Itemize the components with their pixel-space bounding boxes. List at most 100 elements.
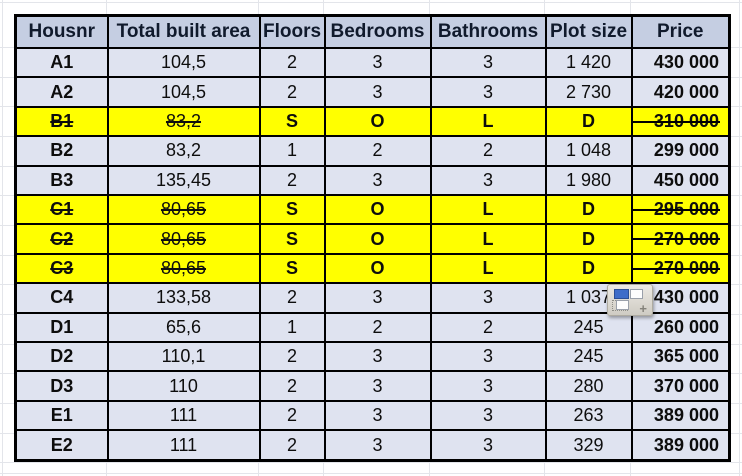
cell-plot[interactable]: 2 730 bbox=[544, 76, 633, 108]
cell-price[interactable]: 370 000 bbox=[630, 370, 731, 402]
column-header-floors[interactable]: Floors bbox=[258, 14, 326, 49]
cell-floors[interactable]: 2 bbox=[258, 399, 326, 432]
cell-bedrooms[interactable]: O bbox=[323, 252, 432, 285]
cell-area[interactable]: 83,2 bbox=[106, 105, 261, 138]
cell-housnr[interactable]: D2 bbox=[14, 341, 109, 373]
cell-housnr[interactable]: A1 bbox=[14, 46, 109, 79]
cell-floors[interactable]: 2 bbox=[258, 46, 326, 79]
cell-floors[interactable]: 2 bbox=[258, 282, 326, 314]
cell-bedrooms[interactable]: O bbox=[323, 194, 432, 226]
cell-area[interactable]: 83,2 bbox=[106, 135, 261, 167]
cell-bedrooms[interactable]: 3 bbox=[323, 164, 432, 197]
cell-price[interactable]: 310 000 bbox=[630, 105, 731, 138]
cell-area[interactable]: 135,45 bbox=[106, 164, 261, 197]
cell-area[interactable]: 80,65 bbox=[106, 194, 261, 226]
cell-bathrooms[interactable]: 2 bbox=[429, 311, 547, 344]
cell-area[interactable]: 65,6 bbox=[106, 311, 261, 344]
cell-floors[interactable]: S bbox=[258, 252, 326, 285]
cell-price[interactable]: 450 000 bbox=[630, 164, 731, 197]
cell-plot[interactable]: D bbox=[544, 252, 633, 285]
cell-bathrooms[interactable]: 2 bbox=[429, 135, 547, 167]
cell-housnr[interactable]: D3 bbox=[14, 370, 109, 402]
cell-plot[interactable]: 1 420 bbox=[544, 46, 633, 79]
cell-floors[interactable]: S bbox=[258, 105, 326, 138]
cell-area[interactable]: 133,58 bbox=[106, 282, 261, 314]
cell-bathrooms[interactable]: 3 bbox=[429, 429, 547, 462]
cell-floors[interactable]: 2 bbox=[258, 341, 326, 373]
cell-housnr[interactable]: C2 bbox=[14, 223, 109, 255]
cell-bedrooms[interactable]: 3 bbox=[323, 341, 432, 373]
cell-bathrooms[interactable]: 3 bbox=[429, 341, 547, 373]
column-header-bathrooms[interactable]: Bathrooms bbox=[429, 14, 547, 49]
cell-area[interactable]: 104,5 bbox=[106, 76, 261, 108]
cell-price[interactable]: 270 000 bbox=[630, 252, 731, 285]
cell-bedrooms[interactable]: 2 bbox=[323, 135, 432, 167]
cell-area[interactable]: 104,5 bbox=[106, 46, 261, 79]
cell-plot[interactable]: 1 048 bbox=[544, 135, 633, 167]
cell-bedrooms[interactable]: 3 bbox=[323, 76, 432, 108]
column-header-area[interactable]: Total built area bbox=[106, 14, 261, 49]
cell-housnr[interactable]: B3 bbox=[14, 164, 109, 197]
cell-price[interactable]: 299 000 bbox=[630, 135, 731, 167]
cell-housnr[interactable]: C1 bbox=[14, 194, 109, 226]
cell-bedrooms[interactable]: 3 bbox=[323, 46, 432, 79]
cell-plot[interactable]: D bbox=[544, 194, 633, 226]
cell-floors[interactable]: 1 bbox=[258, 311, 326, 344]
cell-floors[interactable]: 2 bbox=[258, 429, 326, 462]
cell-housnr[interactable]: C4 bbox=[14, 282, 109, 314]
cell-bathrooms[interactable]: 3 bbox=[429, 282, 547, 314]
cell-area[interactable]: 110,1 bbox=[106, 341, 261, 373]
cell-price[interactable]: 389 000 bbox=[630, 399, 731, 432]
column-header-price[interactable]: Price bbox=[630, 14, 731, 49]
cell-housnr[interactable]: C3 bbox=[14, 252, 109, 285]
cell-price[interactable]: 430 000 bbox=[630, 46, 731, 79]
cell-plot[interactable]: D bbox=[544, 223, 633, 255]
cell-floors[interactable]: 2 bbox=[258, 370, 326, 402]
cell-bathrooms[interactable]: 3 bbox=[429, 46, 547, 79]
cell-area[interactable]: 111 bbox=[106, 399, 261, 432]
cell-housnr[interactable]: E1 bbox=[14, 399, 109, 432]
cell-price[interactable]: 260 000 bbox=[630, 311, 731, 344]
cell-bathrooms[interactable]: L bbox=[429, 194, 547, 226]
cell-floors[interactable]: 2 bbox=[258, 76, 326, 108]
cell-plot[interactable]: 245 bbox=[544, 311, 633, 344]
cell-housnr[interactable]: D1 bbox=[14, 311, 109, 344]
paste-options-button[interactable]: + bbox=[607, 284, 653, 316]
cell-plot[interactable]: D bbox=[544, 105, 633, 138]
cell-housnr[interactable]: B2 bbox=[14, 135, 109, 167]
cell-bathrooms[interactable]: 3 bbox=[429, 164, 547, 197]
cell-bedrooms[interactable]: 3 bbox=[323, 282, 432, 314]
cell-bedrooms[interactable]: O bbox=[323, 223, 432, 255]
cell-floors[interactable]: S bbox=[258, 223, 326, 255]
cell-bathrooms[interactable]: 3 bbox=[429, 370, 547, 402]
cell-bathrooms[interactable]: 3 bbox=[429, 76, 547, 108]
column-header-plot[interactable]: Plot size bbox=[544, 14, 633, 49]
column-header-housnr[interactable]: Housnr bbox=[14, 14, 109, 49]
cell-price[interactable]: 295 000 bbox=[630, 194, 731, 226]
cell-plot[interactable]: 263 bbox=[544, 399, 633, 432]
cell-price[interactable]: 365 000 bbox=[630, 341, 731, 373]
cell-price[interactable]: 389 000 bbox=[630, 429, 731, 462]
cell-housnr[interactable]: B1 bbox=[14, 105, 109, 138]
cell-floors[interactable]: 2 bbox=[258, 164, 326, 197]
cell-bathrooms[interactable]: L bbox=[429, 105, 547, 138]
cell-plot[interactable]: 1 980 bbox=[544, 164, 633, 197]
cell-bedrooms[interactable]: O bbox=[323, 105, 432, 138]
cell-housnr[interactable]: A2 bbox=[14, 76, 109, 108]
cell-housnr[interactable]: E2 bbox=[14, 429, 109, 462]
column-header-bedrooms[interactable]: Bedrooms bbox=[323, 14, 432, 49]
cell-area[interactable]: 111 bbox=[106, 429, 261, 462]
cell-bedrooms[interactable]: 3 bbox=[323, 429, 432, 462]
cell-area[interactable]: 80,65 bbox=[106, 252, 261, 285]
cell-bedrooms[interactable]: 3 bbox=[323, 370, 432, 402]
cell-bathrooms[interactable]: L bbox=[429, 223, 547, 255]
cell-bathrooms[interactable]: L bbox=[429, 252, 547, 285]
cell-area[interactable]: 80,65 bbox=[106, 223, 261, 255]
cell-plot[interactable]: 329 bbox=[544, 429, 633, 462]
cell-price[interactable]: 420 000 bbox=[630, 76, 731, 108]
cell-plot[interactable]: 280 bbox=[544, 370, 633, 402]
cell-bedrooms[interactable]: 3 bbox=[323, 399, 432, 432]
cell-bedrooms[interactable]: 2 bbox=[323, 311, 432, 344]
cell-floors[interactable]: S bbox=[258, 194, 326, 226]
cell-area[interactable]: 110 bbox=[106, 370, 261, 402]
